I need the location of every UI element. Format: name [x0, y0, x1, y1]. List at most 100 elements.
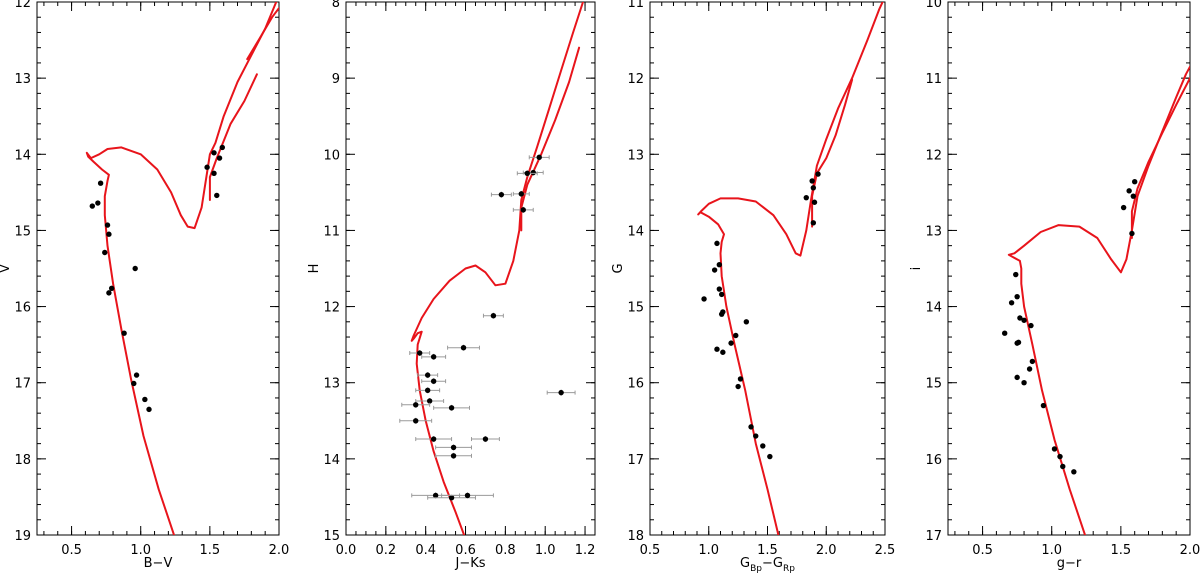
x-tick-label: 0.0: [336, 543, 357, 558]
star-point: [1120, 204, 1127, 211]
star-point: [106, 290, 112, 296]
star-point: [714, 240, 720, 247]
star-point: [718, 311, 725, 317]
star-point: [809, 178, 815, 184]
y-tick-label: 15: [323, 529, 340, 544]
isochrone-branch-line: [1130, 77, 1190, 239]
y-tick-label: 15: [627, 301, 644, 316]
star-point: [1015, 339, 1022, 346]
star-point: [518, 191, 524, 197]
star-point: [482, 436, 489, 442]
star-point: [413, 402, 419, 408]
plot-frame: [345, 1, 596, 536]
star-point: [1008, 300, 1015, 306]
isochrone-branch2-line: [246, 7, 279, 61]
star-point: [204, 164, 210, 170]
star-point: [1126, 188, 1132, 194]
star-point: [558, 389, 564, 396]
x-tick-label: 1.0: [130, 543, 151, 558]
star-point: [102, 249, 108, 256]
star-point: [490, 313, 497, 319]
star-point: [424, 372, 431, 378]
star-point: [97, 180, 104, 186]
star-point: [733, 332, 739, 339]
x-tick-label: 1.2: [575, 543, 596, 558]
isochrone-line: [1007, 65, 1190, 535]
star-point: [460, 344, 467, 351]
y-tick-label: 16: [925, 453, 942, 468]
y-tick-label: 12: [925, 148, 942, 163]
star-point: [1014, 293, 1020, 300]
y-tick-label: 14: [925, 301, 942, 316]
y-axis-label: V: [0, 264, 13, 273]
star-point: [426, 398, 433, 404]
x-tick-label: 0.5: [61, 543, 82, 558]
x-tick-label: 2.0: [269, 543, 290, 558]
star-point: [89, 203, 96, 209]
y-tick-label: 19: [14, 529, 31, 544]
star-point: [1130, 193, 1137, 199]
panel-1: 0.5 1.0 1.5 2.0 12 13 14 15 16 17 18 19 B−V V: [0, 0, 289, 571]
x-tick-label: 1.5: [1111, 543, 1132, 558]
y-tick-label: 12: [627, 72, 644, 87]
y-tick-label: 13: [323, 377, 340, 392]
y-tick-label: 17: [925, 529, 942, 544]
star-point: [718, 291, 725, 298]
y-tick-label: 10: [323, 148, 340, 163]
star-point: [464, 492, 471, 499]
y-tick-label: 13: [627, 148, 644, 163]
star-point: [767, 453, 773, 460]
star-point: [448, 405, 455, 411]
y-tick-label: 11: [925, 72, 942, 87]
star-point: [1040, 402, 1047, 409]
star-point: [121, 330, 127, 336]
star-point: [211, 150, 217, 156]
star-point: [448, 494, 455, 501]
star-point: [1051, 446, 1058, 452]
isochrone-line: [697, 2, 884, 535]
y-tick-label: 14: [323, 453, 340, 468]
star-point: [810, 220, 817, 226]
star-point: [753, 433, 759, 439]
star-point: [716, 261, 723, 268]
star-point: [1071, 469, 1077, 475]
x-tick-label: 2.5: [875, 543, 896, 558]
star-point: [1057, 453, 1063, 460]
star-point: [748, 424, 754, 430]
star-point: [803, 194, 809, 201]
star-point: [417, 350, 423, 356]
star-point: [720, 349, 726, 355]
star-point: [1001, 330, 1008, 336]
star-point: [211, 170, 217, 177]
x-axis-label: J−Ks: [454, 556, 485, 571]
y-tick-label: 14: [14, 148, 31, 163]
star-point: [520, 207, 526, 213]
star-point: [701, 296, 707, 302]
x-axis-label: GBp−GRp: [740, 556, 795, 574]
star-point: [142, 396, 148, 403]
star-point: [106, 231, 112, 237]
y-tick-label: 17: [14, 377, 31, 392]
star-point: [104, 222, 111, 228]
star-point: [146, 406, 152, 413]
panel-3: 0.5 1.0 1.5 2.0 2.5 11 12 13 14 15 16 17 18 GBp−GRp G: [611, 0, 895, 574]
star-point: [498, 191, 505, 198]
y-tick-label: 13: [925, 224, 942, 239]
y-tick-label: 18: [14, 453, 31, 468]
x-axis-label: g−r: [1057, 556, 1082, 571]
isochrone-branch-line: [520, 46, 581, 232]
x-axis-label: B−V: [144, 556, 173, 571]
y-tick-label: 16: [627, 377, 644, 392]
star-point: [132, 265, 138, 272]
plot-frame: [36, 1, 280, 536]
star-point: [1129, 230, 1135, 237]
isochrone-line: [85, 2, 278, 535]
x-tick-label: 2.0: [1180, 543, 1200, 558]
x-tick-label: 1.5: [757, 543, 778, 558]
star-point: [430, 436, 437, 442]
x-tick-label: 0.6: [455, 543, 476, 558]
star-point: [432, 492, 439, 499]
y-tick-label: 13: [14, 72, 31, 87]
y-tick-label: 11: [323, 224, 340, 239]
star-point: [1013, 271, 1019, 278]
